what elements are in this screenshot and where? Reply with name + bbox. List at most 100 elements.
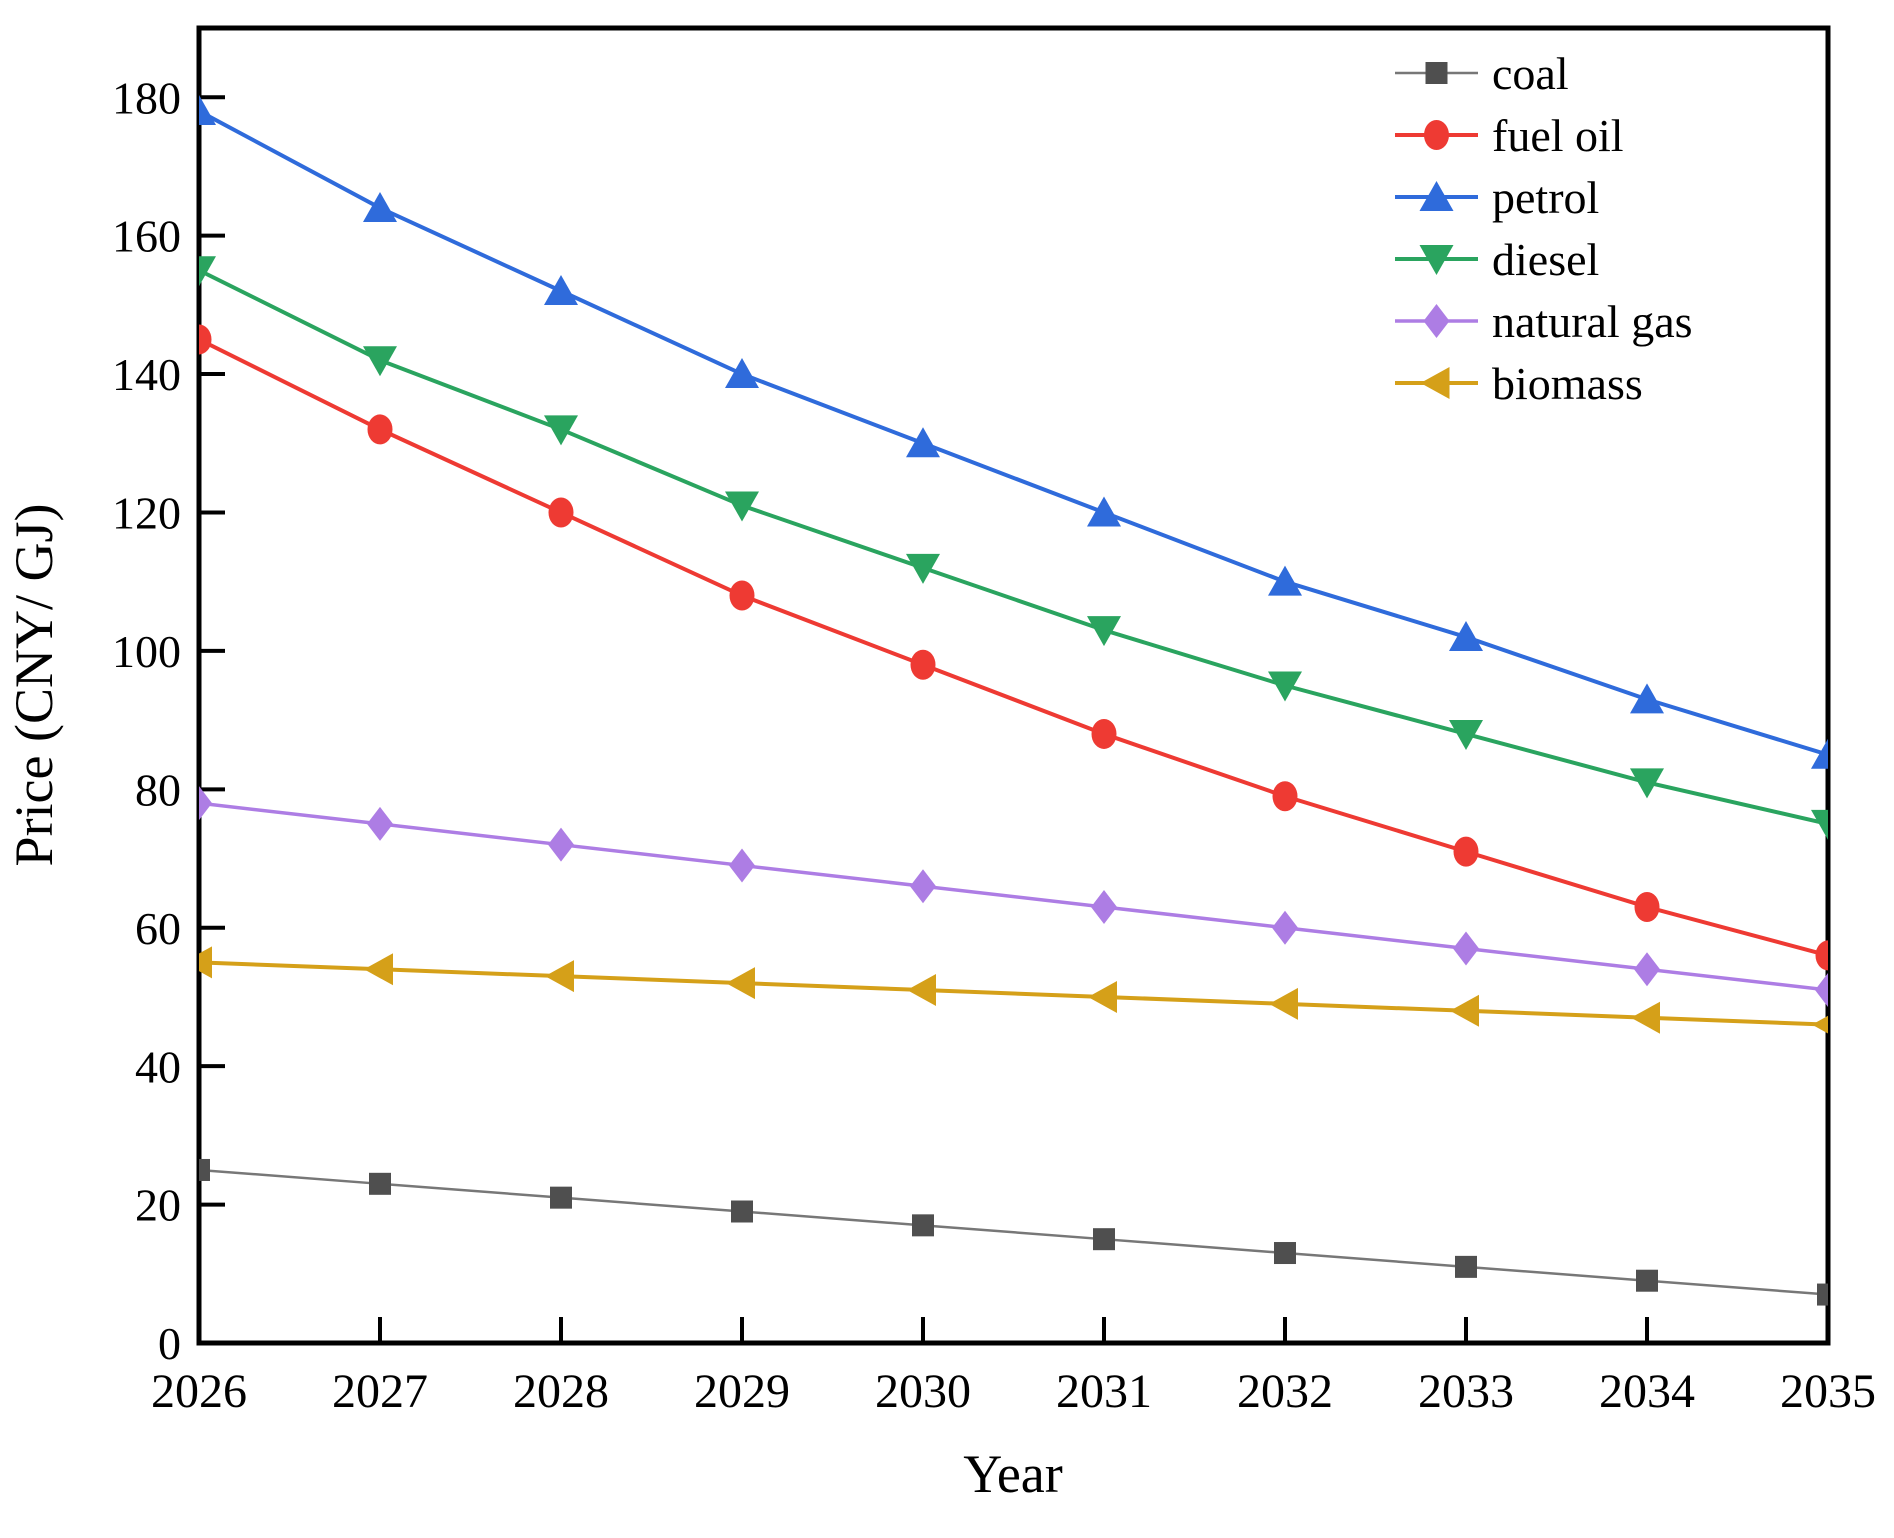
legend-marker-fuel-oil (1424, 120, 1449, 150)
series-marker-diesel (1087, 616, 1121, 647)
series-marker-petrol (725, 358, 759, 389)
axis-ticks: 0 20 40 60 80 100 120 140 160 180 2026 2027 2028 2029… (112, 72, 1876, 1418)
series-marker-natural-gas (548, 827, 574, 862)
series-marker-diesel (906, 553, 940, 584)
series-marker-petrol (906, 427, 940, 458)
series-line-natural-gas (199, 801, 1828, 992)
series-marker-natural-gas (1453, 931, 1479, 966)
x-tick-label: 2034 (1599, 1365, 1695, 1418)
series-marker-biomass (1631, 1001, 1660, 1034)
legend-marker-biomass (1420, 367, 1450, 399)
x-tick-label: 2031 (1056, 1365, 1152, 1418)
series-marker-biomass (1812, 1015, 1828, 1034)
series-marker-natural-gas (1272, 910, 1298, 945)
series-marker-diesel (725, 491, 759, 522)
y-tick-label: 100 (112, 626, 181, 677)
series-marker-fuel-oil (548, 497, 574, 528)
legend-label-fuel-oil: fuel oil (1492, 110, 1624, 161)
series-marker-fuel-oil (1815, 940, 1828, 971)
series-marker-coal (1817, 1283, 1828, 1306)
legend-item-biomass: biomass (1395, 358, 1643, 409)
series-marker-fuel-oil (1453, 836, 1479, 867)
plot-frame (196, 25, 1831, 1346)
series-biomass (199, 946, 1828, 1034)
series-petrol (199, 95, 1828, 769)
legend-marker-coal (1425, 62, 1448, 84)
y-tick-label: 160 (112, 211, 181, 262)
series-marker-petrol (199, 95, 216, 126)
series-marker-natural-gas (1634, 952, 1660, 987)
series-line-fuel-oil (199, 337, 1828, 958)
series-marker-diesel (544, 415, 578, 446)
legend-marker-petrol (1419, 181, 1454, 211)
legend-item-fuel-oil: fuel oil (1395, 110, 1624, 161)
series-marker-coal (1093, 1228, 1115, 1251)
series-marker-fuel-oil (1272, 781, 1298, 812)
series-marker-natural-gas (367, 806, 393, 841)
legend-marker-natural-gas (1423, 304, 1450, 338)
y-tick-label: 0 (158, 1318, 181, 1369)
series-line-biomass (199, 960, 1828, 1027)
series-marker-diesel (1449, 719, 1483, 750)
x-tick-label: 2026 (151, 1365, 247, 1418)
series-marker-natural-gas (910, 869, 936, 904)
x-tick-label: 2032 (1237, 1365, 1333, 1418)
series-marker-biomass (364, 953, 393, 986)
series-marker-coal (550, 1186, 572, 1209)
y-tick-label: 120 (112, 488, 181, 539)
series-line-diesel (199, 268, 1828, 826)
series-marker-diesel (1268, 671, 1302, 702)
series-marker-diesel (1630, 768, 1664, 799)
legend-label-biomass: biomass (1492, 358, 1643, 409)
series-marker-diesel (199, 256, 216, 287)
series-marker-natural-gas (199, 786, 212, 821)
legend-label-diesel: diesel (1492, 234, 1599, 285)
series-coal (199, 1158, 1828, 1306)
plot-border (196, 25, 1831, 1346)
x-tick-label: 2028 (513, 1365, 609, 1418)
series-marker-petrol (363, 191, 397, 222)
series-marker-biomass (726, 967, 755, 1000)
series-marker-coal (1274, 1242, 1296, 1265)
series-diesel (199, 256, 1828, 840)
series-marker-natural-gas (1815, 973, 1828, 1008)
series-marker-petrol (1630, 683, 1664, 714)
series-marker-petrol (1811, 738, 1828, 769)
series-marker-petrol (1087, 496, 1121, 527)
legend-label-petrol: petrol (1492, 172, 1599, 223)
series-marker-coal (731, 1200, 753, 1223)
series-marker-biomass (1269, 987, 1298, 1020)
series-marker-natural-gas (1091, 889, 1117, 924)
series-marker-natural-gas (729, 848, 755, 883)
series-marker-coal (912, 1214, 934, 1237)
series-marker-petrol (544, 275, 578, 305)
x-tick-label: 2027 (332, 1365, 428, 1418)
series-marker-fuel-oil (1634, 891, 1660, 922)
series-marker-petrol (1449, 621, 1483, 652)
legend-item-coal: coal (1395, 48, 1569, 99)
series-marker-coal (1455, 1255, 1477, 1278)
y-axis-title: Price (CNY/ GJ) (4, 504, 64, 867)
x-tick-label: 2029 (694, 1365, 790, 1418)
y-tick-label: 40 (135, 1041, 181, 1092)
series-marker-biomass (545, 960, 574, 993)
series-marker-petrol (1268, 565, 1302, 596)
x-axis-title: Year (963, 1444, 1063, 1504)
legend-item-petrol: petrol (1395, 172, 1599, 223)
series-marker-fuel-oil (199, 324, 212, 355)
series-line-petrol (199, 109, 1828, 757)
series-marker-coal (199, 1158, 210, 1181)
legend-label-coal: coal (1492, 48, 1569, 99)
series-marker-fuel-oil (910, 649, 936, 680)
data-series (199, 95, 1828, 1306)
series-marker-diesel (363, 346, 397, 377)
x-tick-label: 2035 (1780, 1365, 1876, 1418)
legend: coal fuel oil petrol diesel natural gas bioma… (1395, 48, 1693, 409)
x-tick-label: 2033 (1418, 1365, 1514, 1418)
series-marker-fuel-oil (729, 580, 755, 611)
series-natural-gas (199, 786, 1828, 1008)
series-marker-biomass (199, 946, 212, 979)
y-tick-label: 80 (135, 764, 181, 815)
